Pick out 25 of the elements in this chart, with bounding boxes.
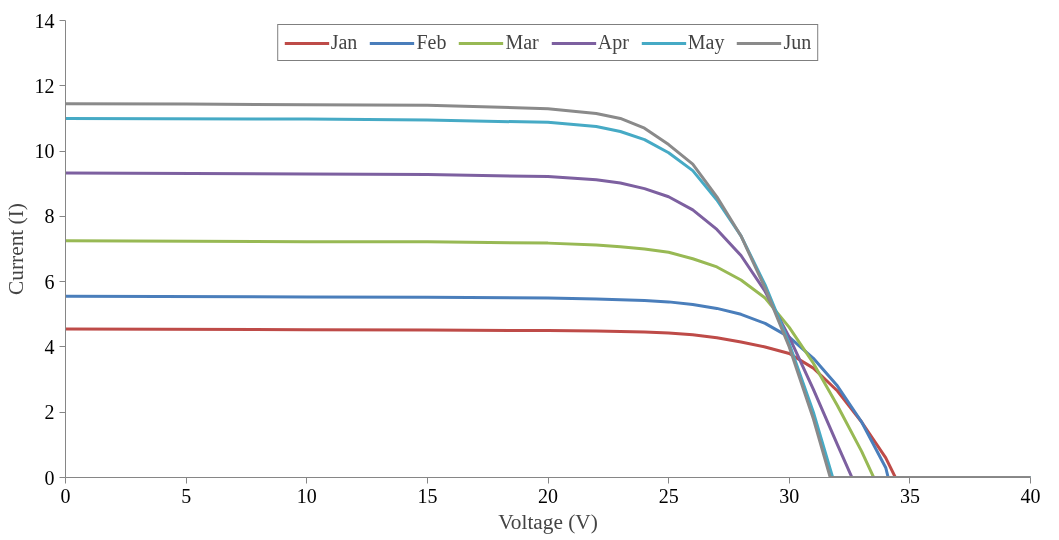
legend-label: May xyxy=(687,31,725,54)
y-tick-label: 2 xyxy=(44,401,55,424)
y-axis-title: Current (I) xyxy=(3,203,28,295)
x-tick-label: 40 xyxy=(1020,484,1041,507)
x-tick-label: 30 xyxy=(779,484,800,507)
y-tick-label: 6 xyxy=(44,270,55,293)
legend-label: Mar xyxy=(505,31,539,54)
y-tick-label: 14 xyxy=(34,9,55,32)
x-tick-label: 15 xyxy=(417,484,438,507)
x-tick-label: 10 xyxy=(296,484,317,507)
x-tick-label: 25 xyxy=(658,484,679,507)
y-tick-label: 10 xyxy=(34,140,55,163)
x-tick-label: 35 xyxy=(899,484,920,507)
x-axis-title: Voltage (V) xyxy=(498,509,598,534)
x-tick-label: 0 xyxy=(60,484,71,507)
y-tick-label: 4 xyxy=(44,335,55,358)
x-tick-label: 5 xyxy=(181,484,192,507)
y-tick-label: 0 xyxy=(44,466,55,489)
legend-label: Jan xyxy=(330,31,358,54)
y-tick-label: 12 xyxy=(34,74,55,97)
x-tick-label: 20 xyxy=(538,484,558,507)
y-tick-label: 8 xyxy=(44,205,55,228)
legend-label: Jun xyxy=(783,31,812,54)
legend-label: Feb xyxy=(416,31,447,54)
legend-label: Apr xyxy=(597,31,629,54)
